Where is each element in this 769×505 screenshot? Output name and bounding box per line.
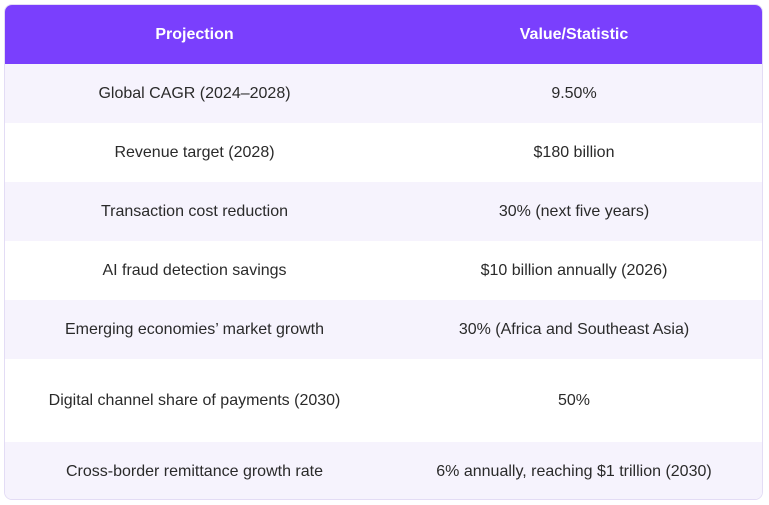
projection-table-container: Projection Value/Statistic Global CAGR (… — [4, 4, 763, 500]
table-row: Digital channel share of payments (2030)… — [5, 359, 762, 442]
cell-value: 6% annually, reaching $1 trillion (2030) — [384, 442, 762, 499]
table-row: Transaction cost reduction 30% (next fiv… — [5, 182, 762, 241]
table-row: AI fraud detection savings $10 billion a… — [5, 241, 762, 300]
cell-projection: Global CAGR (2024–2028) — [5, 64, 384, 123]
cell-projection: AI fraud detection savings — [5, 241, 384, 300]
table-row: Emerging economies’ market growth 30% (A… — [5, 300, 762, 359]
cell-value: $180 billion — [384, 123, 762, 182]
table-header: Projection Value/Statistic — [5, 5, 762, 64]
header-row: Projection Value/Statistic — [5, 5, 762, 64]
cell-value: 30% (Africa and Southeast Asia) — [384, 300, 762, 359]
cell-value: $10 billion annually (2026) — [384, 241, 762, 300]
header-projection: Projection — [5, 5, 384, 64]
cell-projection: Revenue target (2028) — [5, 123, 384, 182]
cell-projection: Emerging economies’ market growth — [5, 300, 384, 359]
cell-value: 9.50% — [384, 64, 762, 123]
table-row: Revenue target (2028) $180 billion — [5, 123, 762, 182]
header-value-statistic: Value/Statistic — [384, 5, 762, 64]
table-row: Global CAGR (2024–2028) 9.50% — [5, 64, 762, 123]
table-body: Global CAGR (2024–2028) 9.50% Revenue ta… — [5, 64, 762, 499]
cell-projection: Transaction cost reduction — [5, 182, 384, 241]
table-row: Cross-border remittance growth rate 6% a… — [5, 442, 762, 499]
cell-projection: Digital channel share of payments (2030) — [5, 359, 384, 442]
cell-projection: Cross-border remittance growth rate — [5, 442, 384, 499]
cell-value: 30% (next five years) — [384, 182, 762, 241]
projection-table: Projection Value/Statistic Global CAGR (… — [5, 5, 762, 499]
cell-value: 50% — [384, 359, 762, 442]
